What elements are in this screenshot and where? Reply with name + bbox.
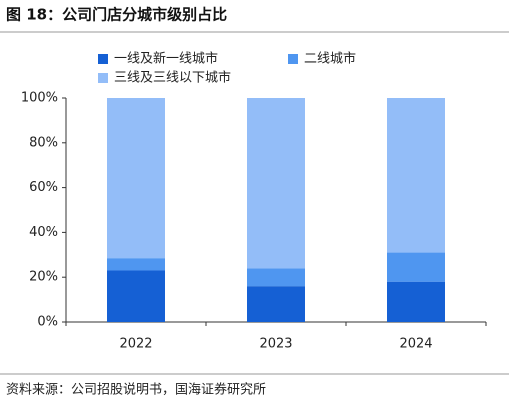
legend-swatch xyxy=(288,54,298,64)
legend-label: 二线城市 xyxy=(304,51,356,67)
y-tick-label: 0% xyxy=(37,315,58,330)
y-tick-label: 60% xyxy=(29,180,58,195)
source-note: 资料来源：公司招股说明书，国海证券研究所 xyxy=(6,382,266,398)
bar-segment xyxy=(387,252,445,282)
bar-segment xyxy=(387,281,445,322)
y-tick-label: 100% xyxy=(21,91,58,106)
y-tick-label: 20% xyxy=(29,270,58,285)
legend-swatch xyxy=(98,73,108,83)
bar-segment xyxy=(247,286,305,322)
legend-label: 三线及三线以下城市 xyxy=(114,70,231,86)
bar-segment xyxy=(247,98,305,269)
bar-segment xyxy=(107,258,165,271)
legend-swatch xyxy=(98,54,108,64)
bar-segment xyxy=(107,98,165,259)
bar-segment xyxy=(387,98,445,253)
x-tick-label: 2022 xyxy=(119,337,152,352)
chart-title: 图 18：公司门店分城市级别占比 xyxy=(6,6,227,24)
bar-segment xyxy=(247,268,305,287)
x-tick-label: 2024 xyxy=(399,337,432,352)
x-tick-label: 2023 xyxy=(259,337,292,352)
y-tick-label: 80% xyxy=(29,135,58,150)
legend-label: 一线及新一线城市 xyxy=(114,51,218,67)
bar-segment xyxy=(107,270,165,322)
y-tick-label: 40% xyxy=(29,225,58,240)
